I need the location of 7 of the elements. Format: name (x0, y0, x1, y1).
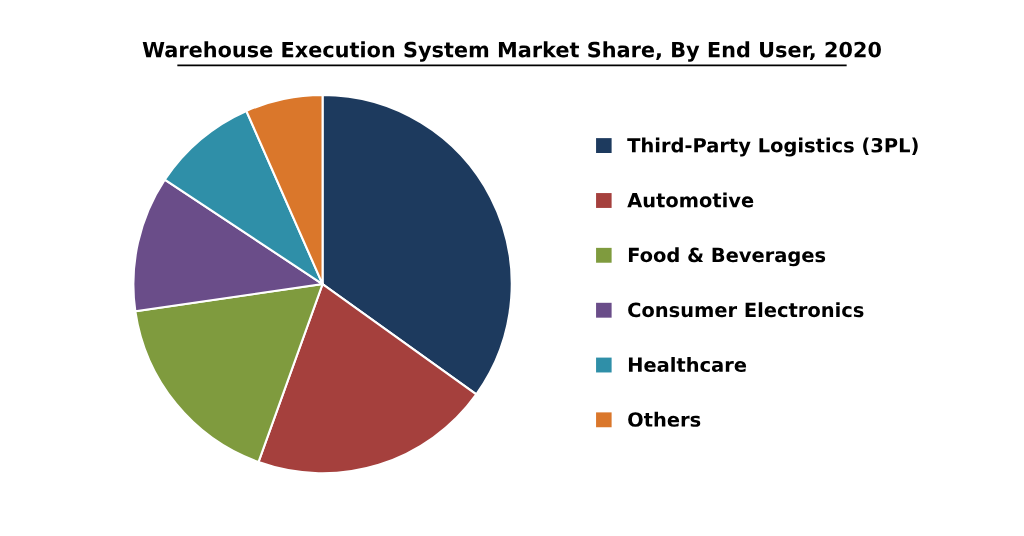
legend-label: Others (628, 411, 701, 427)
legend-label: Food & Beverages (628, 247, 826, 267)
chart-title: Warehouse Execution System Market Share, By End User, 2020 (142, 41, 881, 62)
legend-label: Automotive (627, 192, 754, 208)
legend-label: Third-Party Logistics (3PL) (627, 137, 918, 157)
legend-label: Consumer Electronics (628, 302, 864, 318)
legend-label: Healthcare (628, 357, 747, 373)
